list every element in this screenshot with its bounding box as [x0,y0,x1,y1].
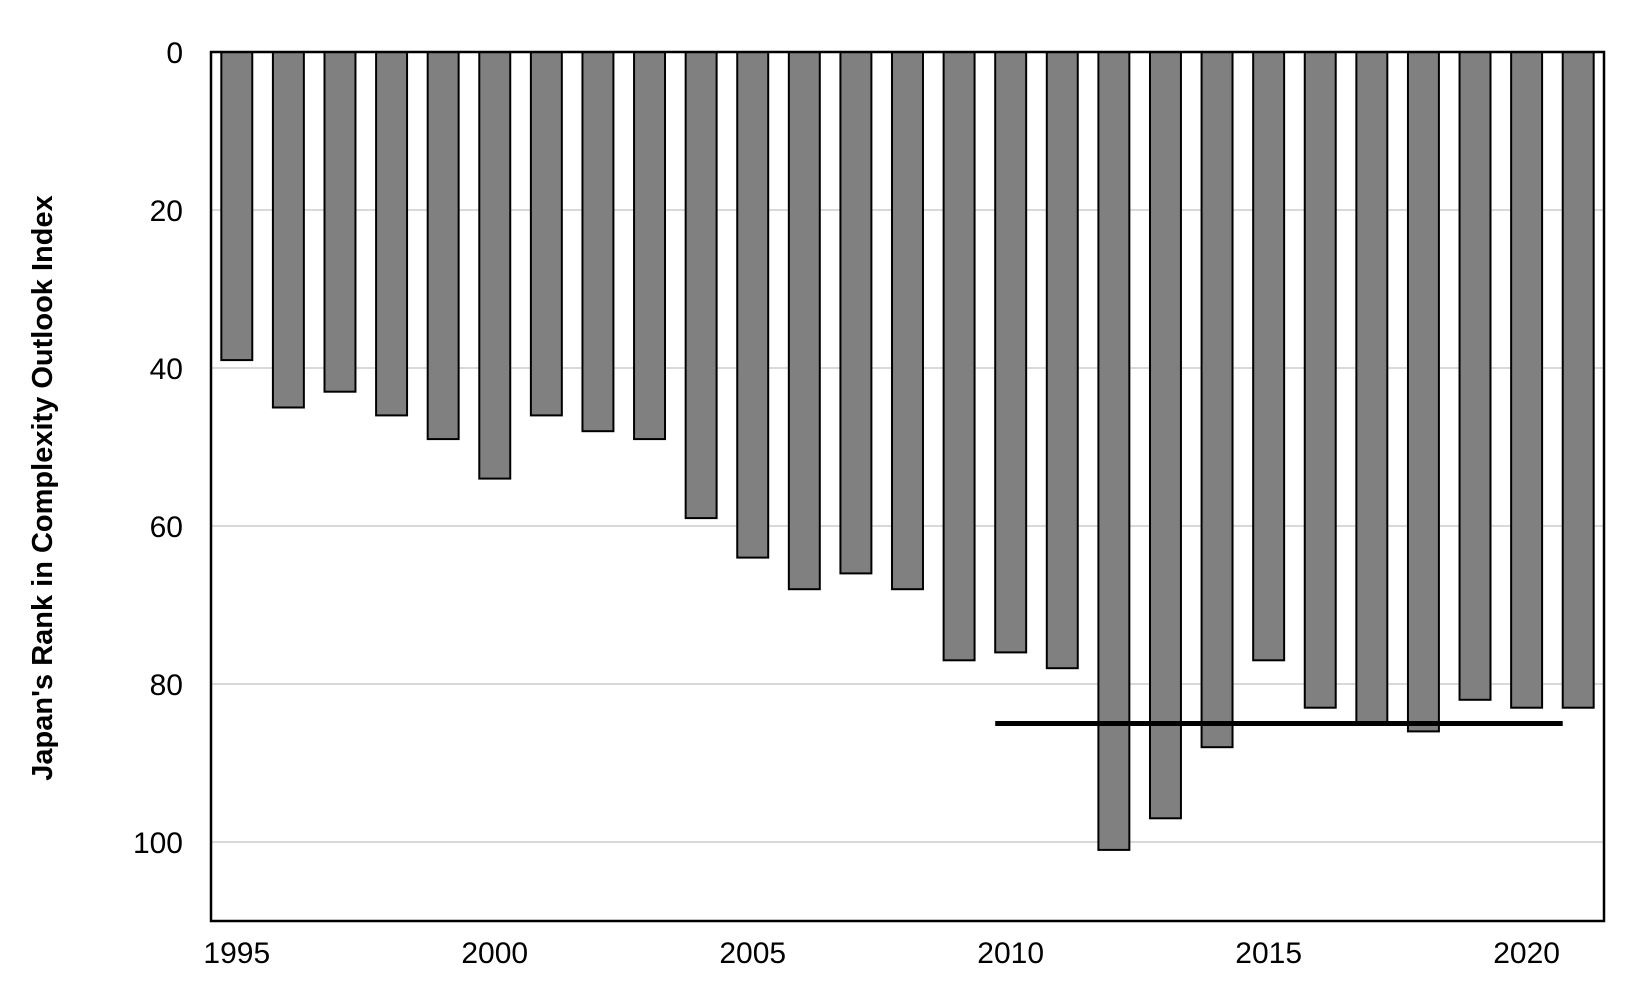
bar-2000 [478,51,512,480]
bar-2005 [736,51,770,559]
y-tick-label-0: 0 [166,37,183,70]
x-tick-label-1995: 1995 [203,937,270,970]
bar-1996 [271,51,305,409]
y-tick-label-80: 80 [150,669,183,702]
bar-2007 [839,51,873,575]
bar-2002 [581,51,615,433]
y-axis-label: Japan's Rank in Complexity Outlook Index [27,195,59,780]
bar-1995 [220,51,254,362]
bar-2001 [529,51,563,417]
y-axis-ticks: 0 20 40 60 80 100 [133,37,183,860]
bars [220,51,1595,851]
bar-2018 [1406,51,1440,733]
x-tick-label-2015: 2015 [1235,937,1302,970]
bar-2008 [891,51,924,591]
bar-2021 [1561,51,1595,709]
bar-2015 [1252,51,1286,662]
y-tick-label-60: 60 [150,511,183,544]
x-axis-ticks: 1995 2000 2005 2010 2015 2020 [203,937,1560,970]
bar-2013 [1148,51,1182,820]
y-tick-label-100: 100 [133,827,183,860]
bar-2010 [994,51,1028,654]
bar-2014 [1200,51,1234,749]
x-tick-label-2020: 2020 [1493,937,1560,970]
bar-2016 [1303,51,1337,709]
x-tick-label-2010: 2010 [977,937,1044,970]
bar-2020 [1510,51,1544,709]
bar-2019 [1458,51,1492,701]
y-tick-label-20: 20 [150,195,183,228]
bar-2009 [942,51,976,662]
x-tick-label-2005: 2005 [719,937,786,970]
y-tick-label-40: 40 [150,353,183,386]
x-tick-label-2000: 2000 [461,937,528,970]
bar-2011 [1045,51,1079,670]
bar-2006 [787,51,821,591]
plot-area-frame [209,50,1606,923]
bar-2003 [633,51,667,441]
bar-2004 [684,51,718,520]
bar-1998 [375,51,409,417]
bar-2017 [1355,51,1389,725]
bar-1997 [323,51,357,393]
bar-2012 [1097,51,1131,851]
bar-1999 [426,51,460,441]
